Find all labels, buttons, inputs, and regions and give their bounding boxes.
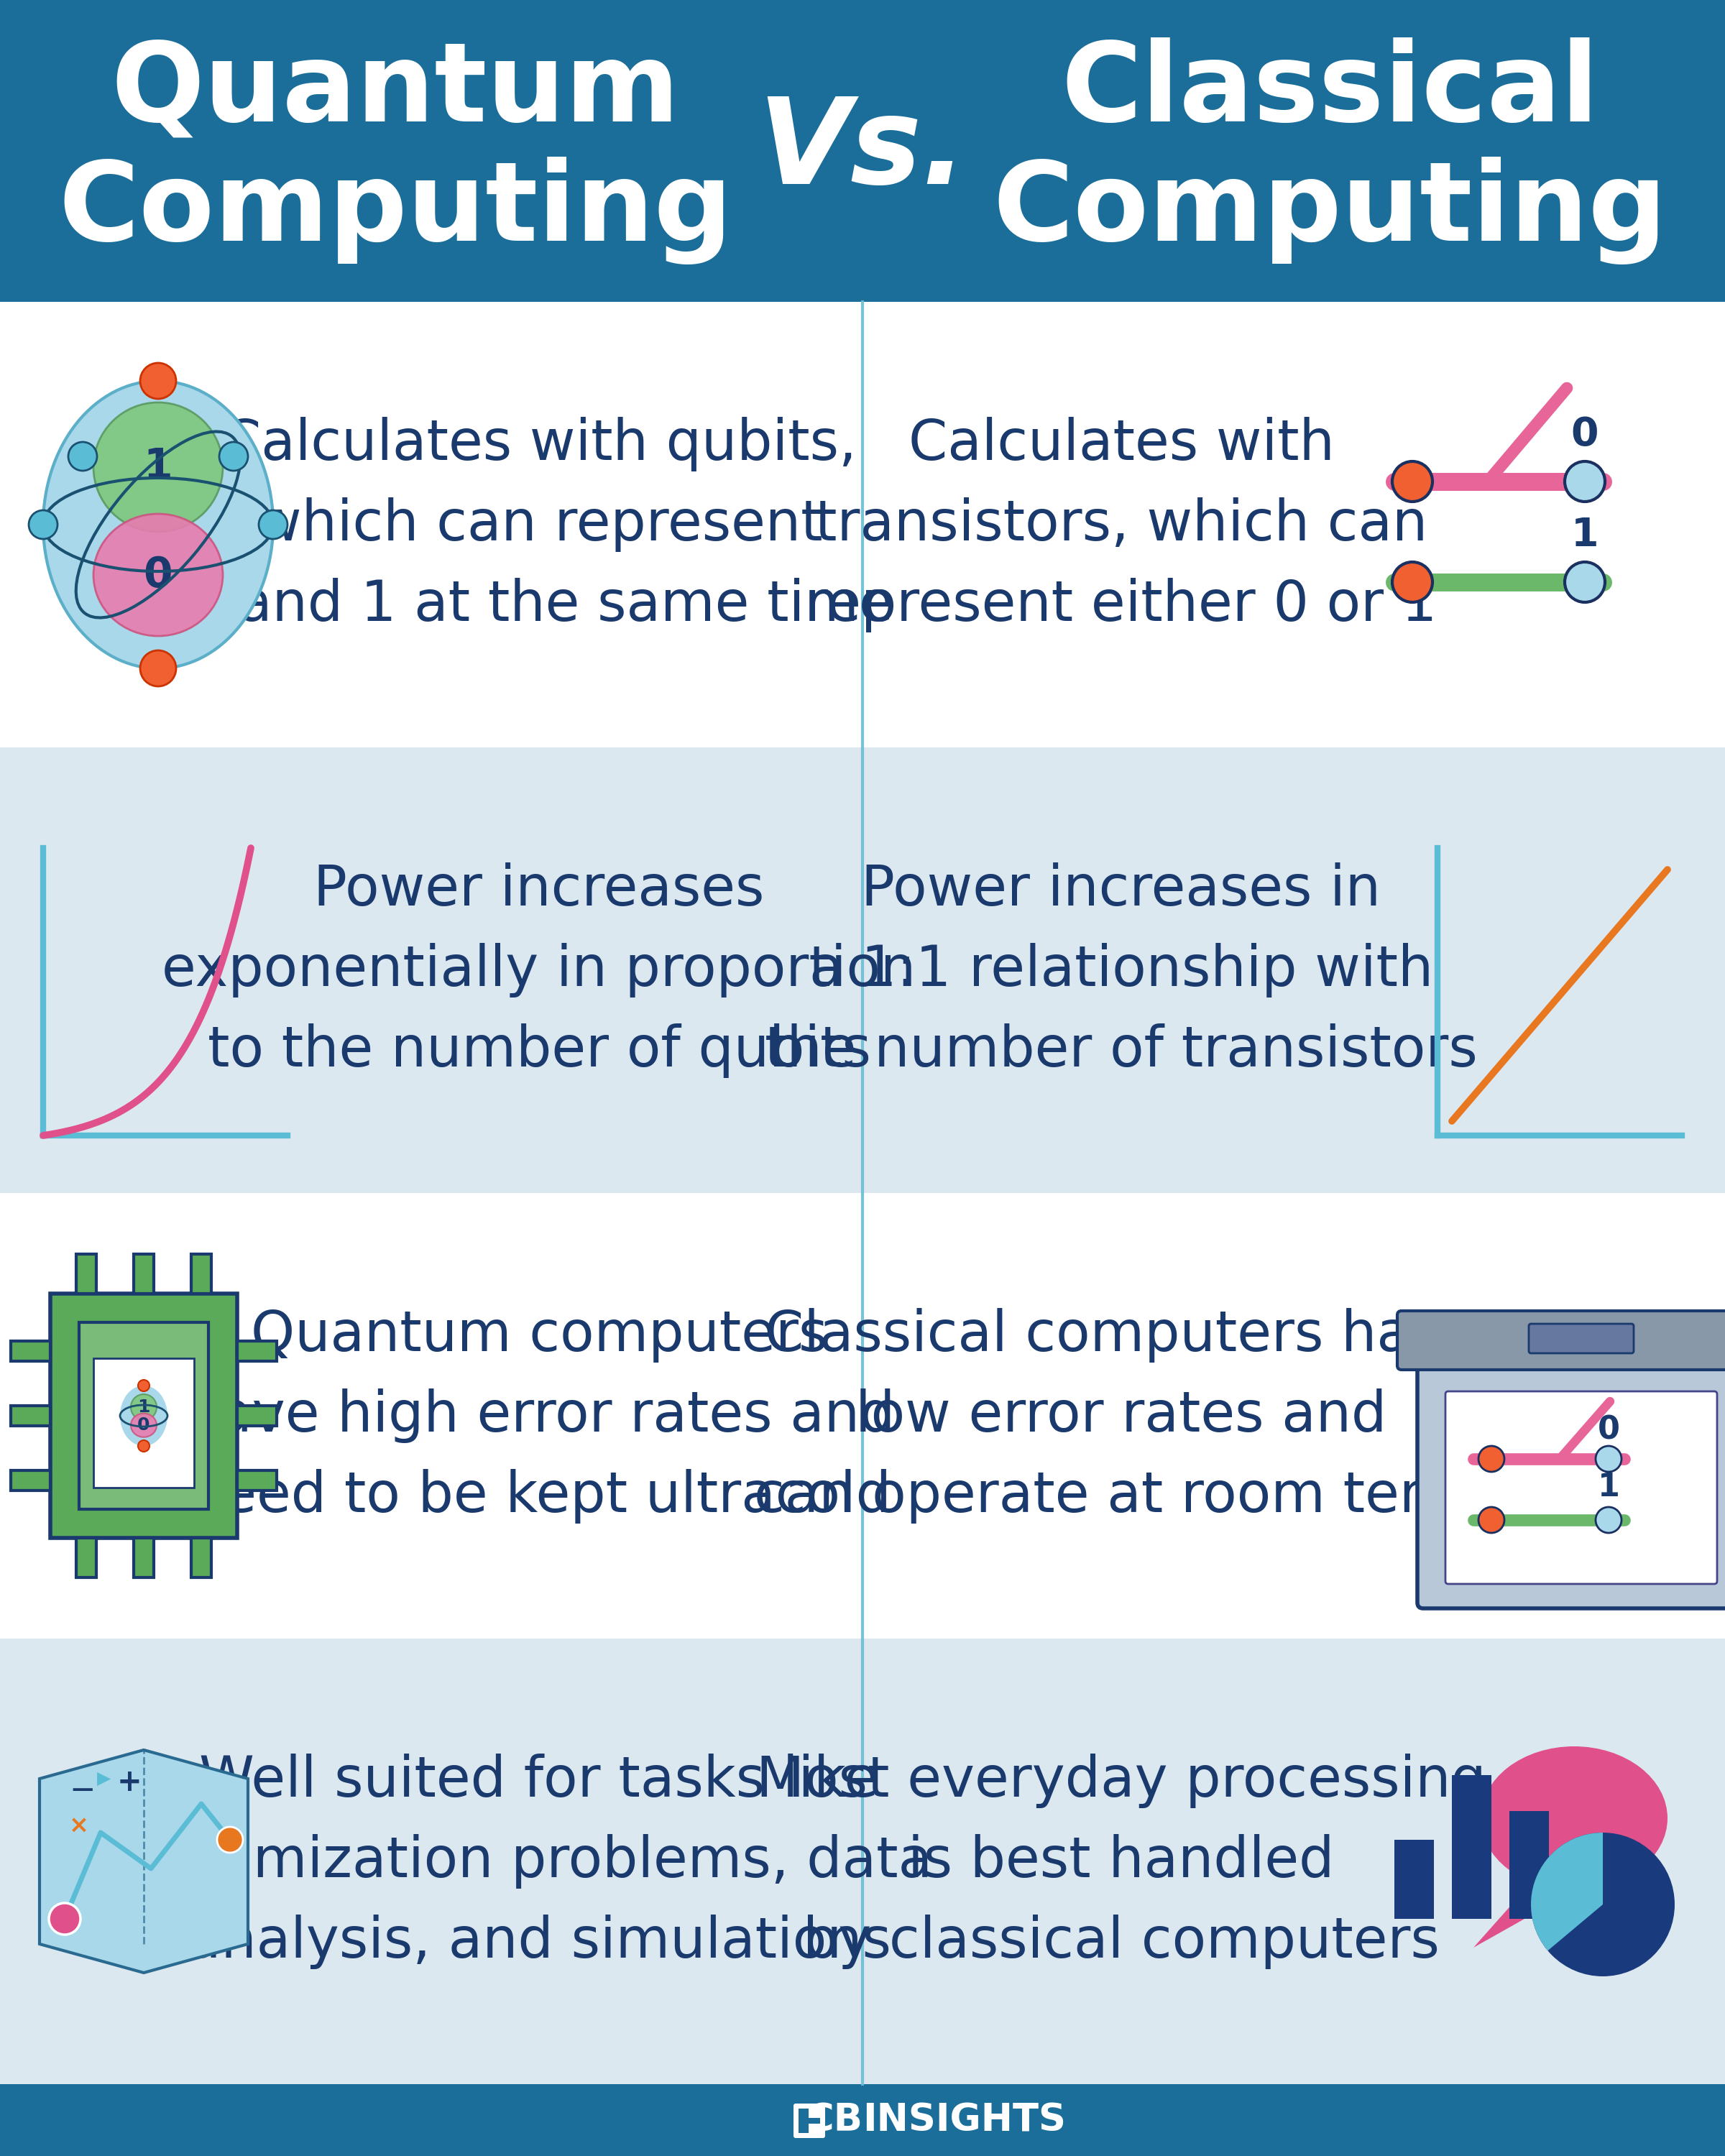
Text: 1: 1 xyxy=(1597,1473,1620,1503)
Circle shape xyxy=(1478,1447,1504,1473)
FancyBboxPatch shape xyxy=(135,1255,154,1294)
Wedge shape xyxy=(1532,1833,1603,1951)
Text: Classical computers have
low error rates and
can operate at room temp: Classical computers have low error rates… xyxy=(754,1309,1489,1524)
Text: 0: 0 xyxy=(1597,1414,1620,1445)
Circle shape xyxy=(1478,1507,1504,1533)
FancyBboxPatch shape xyxy=(50,1294,238,1537)
Text: 1: 1 xyxy=(143,446,173,487)
Text: CB: CB xyxy=(806,2102,862,2139)
Circle shape xyxy=(1532,1833,1675,1977)
FancyBboxPatch shape xyxy=(238,1341,276,1360)
FancyBboxPatch shape xyxy=(1452,1774,1492,1919)
Text: ×: × xyxy=(69,1813,90,1837)
FancyBboxPatch shape xyxy=(10,1341,50,1360)
FancyBboxPatch shape xyxy=(238,1406,276,1425)
FancyBboxPatch shape xyxy=(1418,1360,1725,1608)
Circle shape xyxy=(48,1904,81,1934)
Ellipse shape xyxy=(131,1414,157,1438)
FancyBboxPatch shape xyxy=(10,1470,50,1490)
Text: Well suited for tasks like
optimization problems, data
analysis, and simulations: Well suited for tasks like optimization … xyxy=(147,1753,932,1968)
FancyBboxPatch shape xyxy=(76,1537,97,1578)
Circle shape xyxy=(217,1826,243,1852)
FancyBboxPatch shape xyxy=(0,748,1725,1192)
Polygon shape xyxy=(40,1751,248,1973)
Ellipse shape xyxy=(43,382,273,668)
Ellipse shape xyxy=(1480,1746,1668,1891)
FancyBboxPatch shape xyxy=(0,1192,1725,1639)
FancyBboxPatch shape xyxy=(1528,1324,1634,1354)
Circle shape xyxy=(1596,1507,1621,1533)
FancyBboxPatch shape xyxy=(191,1255,212,1294)
Text: —: — xyxy=(72,1779,93,1800)
FancyBboxPatch shape xyxy=(0,0,1725,302)
FancyBboxPatch shape xyxy=(794,2104,825,2139)
Circle shape xyxy=(140,651,176,686)
Text: Vs.: Vs. xyxy=(757,93,968,209)
FancyBboxPatch shape xyxy=(135,1537,154,1578)
Text: +: + xyxy=(117,1768,141,1798)
Circle shape xyxy=(143,367,173,395)
Circle shape xyxy=(1392,563,1432,602)
FancyBboxPatch shape xyxy=(93,1358,193,1488)
Text: Power increases
exponentially in proportion
to the number of qubits: Power increases exponentially in proport… xyxy=(162,862,916,1078)
FancyBboxPatch shape xyxy=(10,1406,50,1425)
Ellipse shape xyxy=(93,403,223,533)
Text: Quantum
Computing: Quantum Computing xyxy=(59,37,733,265)
Ellipse shape xyxy=(131,1395,157,1421)
Ellipse shape xyxy=(121,1386,167,1447)
Text: Calculates with qubits,
which can represent
0 and 1 at the same time: Calculates with qubits, which can repres… xyxy=(185,416,894,632)
Polygon shape xyxy=(1473,1882,1589,1947)
Text: 0: 0 xyxy=(143,554,173,595)
Circle shape xyxy=(259,511,288,539)
Text: 1: 1 xyxy=(1571,515,1599,554)
FancyBboxPatch shape xyxy=(0,1639,1725,2085)
Circle shape xyxy=(29,511,57,539)
FancyBboxPatch shape xyxy=(0,302,1725,748)
FancyBboxPatch shape xyxy=(76,1255,97,1294)
Circle shape xyxy=(1565,563,1604,602)
Circle shape xyxy=(1596,1447,1621,1473)
FancyBboxPatch shape xyxy=(1397,1311,1725,1369)
Circle shape xyxy=(143,653,173,683)
FancyBboxPatch shape xyxy=(1509,1811,1549,1919)
Circle shape xyxy=(1392,461,1432,502)
FancyBboxPatch shape xyxy=(1446,1391,1716,1585)
Text: 0: 0 xyxy=(1571,416,1599,455)
Circle shape xyxy=(138,1440,150,1451)
FancyBboxPatch shape xyxy=(191,1537,212,1578)
Text: Classical
Computing: Classical Computing xyxy=(992,37,1666,265)
Text: INSIGHTS: INSIGHTS xyxy=(862,2102,1066,2139)
Text: Calculates with
transistors, which can
represent either 0 or 1: Calculates with transistors, which can r… xyxy=(806,416,1437,632)
Text: 0: 0 xyxy=(138,1416,150,1434)
FancyBboxPatch shape xyxy=(79,1322,209,1509)
Text: 1: 1 xyxy=(138,1399,150,1416)
FancyBboxPatch shape xyxy=(0,2085,1725,2156)
Circle shape xyxy=(140,362,176,399)
FancyBboxPatch shape xyxy=(799,2109,809,2132)
Text: Power increases in
a 1:1 relationship with
the number of transistors: Power increases in a 1:1 relationship wi… xyxy=(764,862,1478,1078)
Text: Quantum computers
have high error rates and
need to be kept ultracold: Quantum computers have high error rates … xyxy=(183,1309,895,1524)
Circle shape xyxy=(138,1380,150,1391)
FancyBboxPatch shape xyxy=(1394,1839,1433,1919)
Text: ▶: ▶ xyxy=(97,1770,110,1787)
Text: Most everyday processing
is best handled
by classical computers: Most everyday processing is best handled… xyxy=(756,1753,1487,1968)
FancyBboxPatch shape xyxy=(799,2117,819,2124)
Circle shape xyxy=(69,442,97,470)
Ellipse shape xyxy=(93,513,223,636)
Circle shape xyxy=(1565,461,1604,502)
Circle shape xyxy=(219,442,248,470)
FancyBboxPatch shape xyxy=(238,1470,276,1490)
